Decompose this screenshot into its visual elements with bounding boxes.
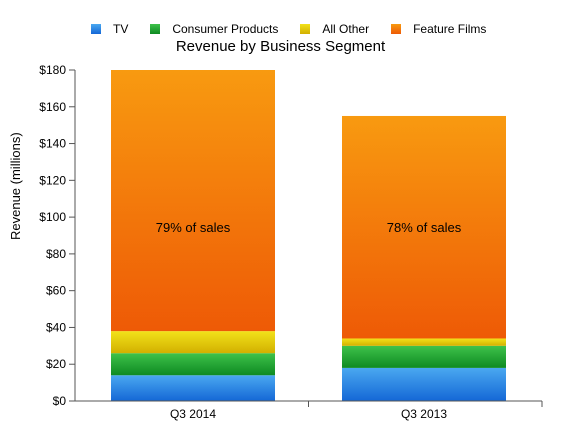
y-tick-label: $160 bbox=[39, 100, 66, 114]
legend-item-feature-films: Feature Films bbox=[391, 22, 486, 36]
y-tick-label: $100 bbox=[39, 210, 66, 224]
legend-swatch-tv bbox=[91, 24, 101, 34]
bar-segment-consumer-products bbox=[111, 353, 275, 376]
y-tick-label: $120 bbox=[39, 173, 66, 187]
y-tick-label: $40 bbox=[46, 320, 66, 334]
legend-label-consumer-products: Consumer Products bbox=[172, 22, 279, 36]
x-tick-label: Q3 2014 bbox=[170, 407, 216, 421]
chart-title: Revenue by Business Segment bbox=[175, 38, 386, 55]
legend-item-tv: TV bbox=[91, 22, 128, 36]
legend: TV Consumer Products All Other Feature F… bbox=[91, 22, 508, 36]
bar-segment-tv bbox=[111, 375, 275, 401]
x-tick-label: Q3 2013 bbox=[401, 407, 447, 421]
bar-segment-tv bbox=[342, 367, 506, 401]
legend-label-all-other: All Other bbox=[322, 22, 370, 36]
legend-swatch-all-other bbox=[300, 24, 311, 34]
bars bbox=[111, 70, 506, 401]
legend-label-feature-films: Feature Films bbox=[413, 22, 487, 36]
axes bbox=[74, 70, 543, 407]
legend-label-tv: TV bbox=[113, 22, 129, 36]
x-axis-labels: Q3 2014 Q3 2013 bbox=[170, 407, 447, 421]
y-tick-label: $180 bbox=[39, 63, 66, 77]
bar-annotation: 79% of sales bbox=[156, 220, 231, 235]
y-tick-label: $140 bbox=[39, 137, 66, 151]
y-tick-label: $20 bbox=[46, 357, 66, 371]
annotations: 79% of sales 78% of sales bbox=[156, 220, 462, 235]
bar-annotation: 78% of sales bbox=[387, 220, 462, 235]
bar-segment-all-other bbox=[342, 338, 506, 346]
bar-segment-all-other bbox=[111, 331, 275, 354]
bar-segment-feature-films bbox=[111, 70, 275, 332]
legend-item-all-other: All Other bbox=[300, 22, 369, 36]
legend-swatch-consumer-products bbox=[150, 24, 161, 34]
legend-item-consumer-products: Consumer Products bbox=[150, 22, 278, 36]
bar-segment-consumer-products bbox=[342, 345, 506, 368]
y-tick-label: $60 bbox=[46, 284, 66, 298]
bar-segment-feature-films bbox=[342, 115, 506, 339]
y-axis-ticks: $0 $20 $40 $60 $80 $100 $120 $140 $160 $180 bbox=[39, 63, 75, 408]
y-tick-label: $80 bbox=[46, 247, 66, 261]
legend-swatch-feature-films bbox=[391, 24, 402, 34]
y-tick-label: $0 bbox=[53, 394, 67, 408]
